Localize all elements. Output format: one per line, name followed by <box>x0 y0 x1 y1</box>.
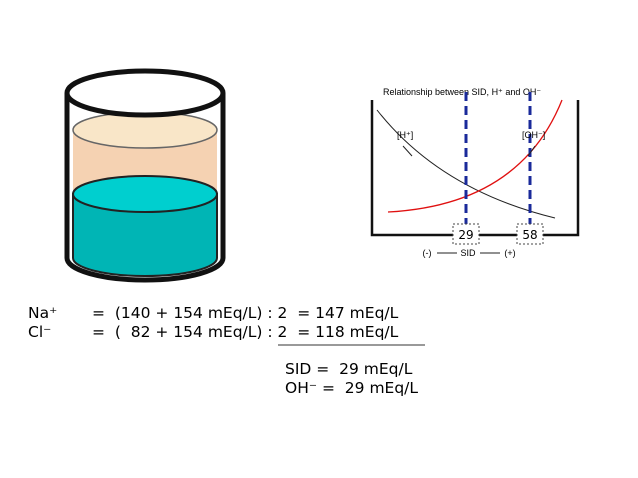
ion: Cl⁻ <box>28 323 51 341</box>
marker-box <box>516 223 544 245</box>
axis-label: SID <box>460 248 476 258</box>
diagram-frame <box>370 100 580 237</box>
sid-diagram: Relationship between SID, H⁺ and OH⁻ [H⁺… <box>370 87 580 258</box>
beaker-wall <box>64 93 226 283</box>
beaker <box>64 68 226 283</box>
equations: Na⁺ = (140 + 154 mEq/L) : 2 = 147 mEq/L … <box>28 304 425 397</box>
diagram-title: Relationship between SID, H⁺ and OH⁻ <box>383 87 541 97</box>
oh-curve <box>387 99 563 213</box>
teal-liquid <box>72 193 218 277</box>
pointer <box>527 145 536 157</box>
teal-surface <box>72 175 218 213</box>
equation: = ( 82 + 154 mEq/L) : 2 = 118 mEq/L <box>92 323 399 341</box>
pointer <box>402 145 413 157</box>
result: OH⁻ = 29 mEq/L <box>285 379 418 397</box>
axis-label: (+) <box>504 248 515 258</box>
equation: = (140 + 154 mEq/L) : 2 = 147 mEq/L <box>92 304 399 322</box>
curve-label: [H⁺] <box>397 130 413 140</box>
h-curve <box>376 109 556 219</box>
axis-label: (-) <box>423 248 432 258</box>
beaker-rim <box>64 68 226 118</box>
marker: 58 <box>522 228 537 242</box>
marker: 29 <box>458 228 473 242</box>
marker-box <box>452 223 480 245</box>
curve-label: [OH⁻] <box>522 130 545 140</box>
result: SID = 29 mEq/L <box>285 360 413 378</box>
ion: Na⁺ <box>28 304 57 322</box>
